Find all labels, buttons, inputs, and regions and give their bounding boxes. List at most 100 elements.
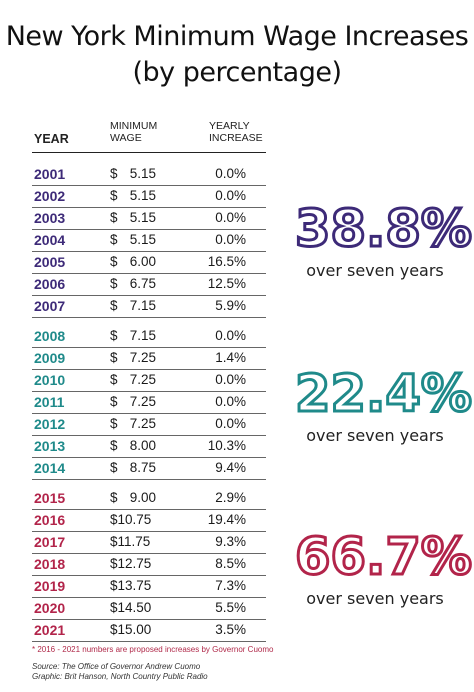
table-cell-dollar-sign: $	[110, 416, 118, 431]
table-cell-year: 2016	[34, 512, 66, 528]
table-row-divider	[32, 531, 266, 532]
table-cell-year: 2007	[34, 298, 66, 314]
table-cell-increase: 0.0%	[215, 188, 246, 203]
table-row-divider	[32, 509, 266, 510]
table-cell-year: 2003	[34, 210, 66, 226]
chart-title: New York Minimum Wage Increases	[5, 21, 469, 52]
table-cell-dollar-sign: $	[110, 372, 118, 387]
header-inc-line1: YEARLY	[209, 120, 250, 132]
table-cell-year: 2010	[34, 372, 66, 388]
table-cell-year: 2002	[34, 188, 66, 204]
table-row-divider	[32, 457, 266, 458]
table-cell-dollar-sign: $	[110, 232, 118, 247]
header-wage-line2: WAGE	[110, 132, 142, 144]
table-cell-dollar-sign: $	[110, 460, 118, 475]
table-row-divider	[32, 229, 266, 230]
table-cell-dollar-sign: $	[110, 438, 118, 453]
footnote: * 2016 - 2021 numbers are proposed incre…	[32, 645, 274, 654]
table-cell-wage: 7.25	[129, 350, 156, 365]
graphic-credit: Graphic: Brit Hanson, North Country Publ…	[32, 672, 208, 681]
table-cell-wage: 7.25	[129, 372, 156, 387]
table-row-divider	[32, 479, 266, 480]
table-cell-increase: 0.0%	[215, 328, 246, 343]
table-cell-increase: 16.5%	[207, 254, 246, 269]
summary-percentage: 22.4%	[294, 364, 474, 426]
table-cell-dollar-sign: $	[110, 350, 118, 365]
table-cell-year: 2020	[34, 600, 66, 616]
table-cell-increase: 0.0%	[215, 416, 246, 431]
table-cell-dollar-sign: $	[110, 394, 118, 409]
table-cell-dollar-sign: $	[110, 298, 118, 313]
table-row-divider	[32, 619, 266, 620]
table-cell-dollar-sign: $	[110, 254, 118, 269]
summary-percentage: 38.8%	[294, 199, 474, 261]
table-cell-increase: 8.5%	[215, 556, 246, 571]
table-cell-wage: 9.00	[129, 490, 156, 505]
table-row-divider	[32, 553, 266, 554]
table-cell-increase: 2.9%	[215, 490, 246, 505]
table-cell-year: 2015	[34, 490, 66, 506]
table-cell-increase: 0.0%	[215, 232, 246, 247]
table-cell-wage: $12.75	[110, 556, 152, 571]
summary-label: over seven years	[306, 261, 444, 280]
table-cell-wage: 7.15	[129, 298, 156, 313]
table-row-divider	[32, 435, 266, 436]
table-row-divider	[32, 347, 266, 348]
table-row-divider	[32, 369, 266, 370]
table-cell-year: 2017	[34, 534, 66, 550]
summary-label: over seven years	[306, 426, 444, 445]
header-year: YEAR	[34, 132, 69, 146]
table-cell-dollar-sign: $	[110, 166, 118, 181]
table-row-divider	[32, 413, 266, 414]
table-row-divider	[32, 251, 266, 252]
source-credit: Source: The Office of Governor Andrew Cu…	[32, 662, 201, 671]
header-wage-line1: MINIMUM	[110, 120, 158, 132]
table-cell-increase: 12.5%	[207, 276, 246, 291]
table-cell-wage: 5.15	[129, 210, 156, 225]
table-cell-wage: 5.15	[129, 188, 156, 203]
header-divider	[32, 152, 266, 153]
table-cell-year: 2008	[34, 328, 66, 344]
table-cell-year: 2019	[34, 578, 66, 594]
table-row-divider	[32, 317, 266, 318]
table-cell-year: 2006	[34, 276, 66, 292]
table-cell-increase: 5.5%	[215, 600, 246, 615]
table-cell-year: 2011	[34, 394, 65, 410]
table-cell-increase: 0.0%	[215, 394, 246, 409]
table-cell-wage: $15.00	[110, 622, 152, 637]
table-cell-increase: 19.4%	[207, 512, 246, 527]
table-cell-wage: $10.75	[110, 512, 152, 527]
table-cell-wage: 8.75	[129, 460, 156, 475]
table-cell-year: 2009	[34, 350, 66, 366]
table-cell-year: 2001	[34, 166, 66, 182]
summary-label: over seven years	[306, 589, 444, 608]
table-cell-wage: 6.75	[129, 276, 156, 291]
table-cell-increase: 0.0%	[215, 210, 246, 225]
table-cell-increase: 0.0%	[215, 372, 246, 387]
table-row-divider	[32, 295, 266, 296]
header-yearly-increase: YEARLY INCREASE	[209, 120, 263, 144]
table-row-divider	[32, 641, 266, 642]
table-cell-year: 2021	[34, 622, 66, 638]
table-row-divider	[32, 185, 266, 186]
table-cell-wage: 7.15	[129, 328, 156, 343]
table-row-divider	[32, 391, 266, 392]
table-cell-wage: 8.00	[129, 438, 156, 453]
table-cell-year: 2004	[34, 232, 66, 248]
table-cell-wage: 5.15	[129, 166, 156, 181]
table-cell-wage: 5.15	[129, 232, 156, 247]
table-cell-wage: $14.50	[110, 600, 152, 615]
table-cell-year: 2014	[34, 460, 66, 476]
table-cell-year: 2012	[34, 416, 66, 432]
table-row-divider	[32, 597, 266, 598]
table-cell-year: 2018	[34, 556, 66, 572]
table-cell-increase: 10.3%	[207, 438, 246, 453]
header-minimum-wage: MINIMUM WAGE	[110, 120, 157, 144]
table-row-divider	[32, 207, 266, 208]
table-cell-increase: 9.3%	[215, 534, 246, 549]
table-cell-increase: 5.9%	[215, 298, 246, 313]
table-row-divider	[32, 273, 266, 274]
table-cell-dollar-sign: $	[110, 490, 118, 505]
chart-subtitle: (by percentage)	[132, 57, 342, 88]
table-cell-wage: 7.25	[129, 394, 156, 409]
